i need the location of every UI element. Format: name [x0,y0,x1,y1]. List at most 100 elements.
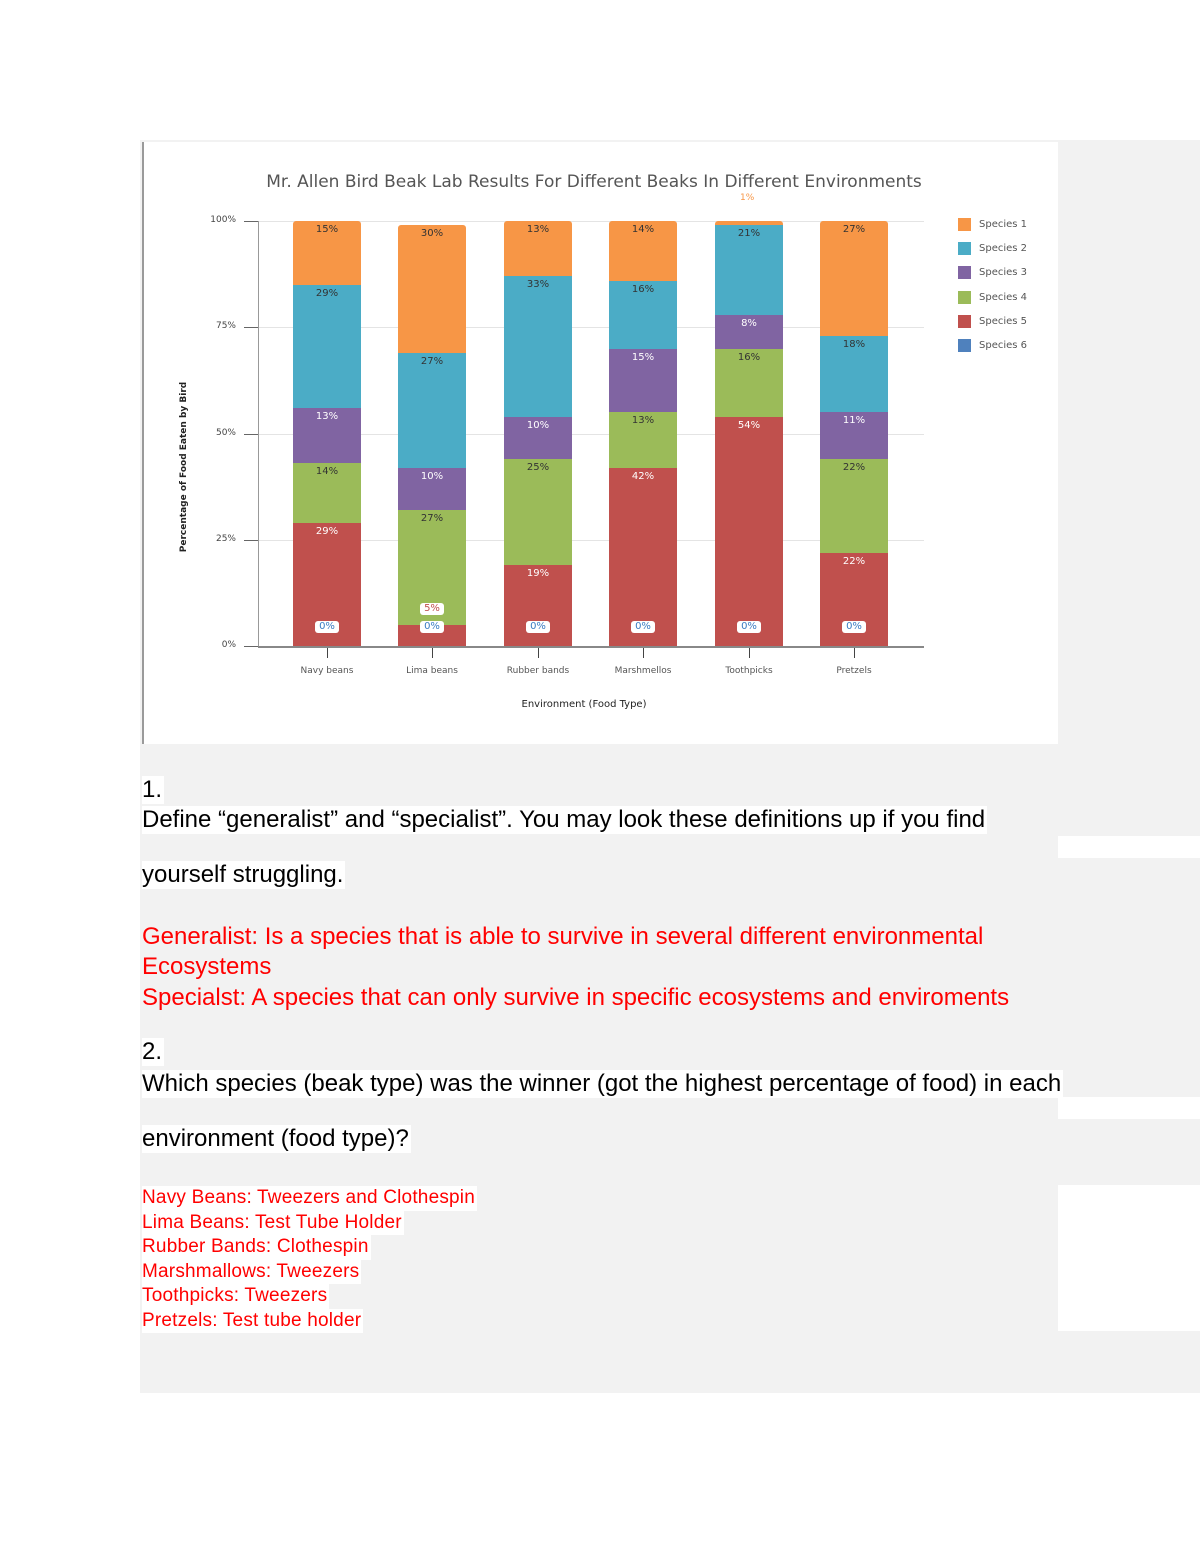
x-category-label: Pretzels [836,666,872,676]
bar-segment-species-5 [398,624,466,646]
legend-swatch [958,241,971,255]
bar-pretzels: 22% 22% 11% 18% 27% 0% [820,221,888,646]
bar-segment-species-4: 22% [820,459,888,553]
legend-label: Species 4 [979,291,1028,303]
q1-answer-specialist: Specialst: A species that can only survi… [142,984,1010,1011]
q1-answer-generalist-line1: Generalist: Is a species that is able to… [142,923,984,950]
species5-five-label: 5% [420,603,444,615]
white-patch [1058,1097,1200,1119]
bar-segment-label: 29% [315,525,339,537]
legend-swatch [958,290,971,304]
y-tick-label: 25% [215,533,236,544]
bar-segment-label: 29% [315,287,339,299]
bar-segment-label: 16% [737,351,761,363]
x-tick-mark [432,648,433,658]
q1-answer-generalist-line2: Ecosystems [142,953,272,980]
y-tick-label: 50% [215,427,236,438]
q2-answer-pretzels: Pretzels: Test tube holder [142,1308,364,1333]
y-tick-mark [244,646,258,647]
gridline [258,539,924,541]
bar-segment-label: 30% [420,228,444,240]
bar-segment-species-1 [715,221,783,226]
bar-segment-label: 16% [631,283,655,295]
bar-segment-species-1: 30% [398,225,466,353]
legend-item: Species 1 [958,212,1027,236]
bar-segment-label: 10% [420,470,444,482]
x-category-label: Lima beans [406,666,458,676]
white-patch [1058,836,1200,858]
legend-swatch [958,217,971,231]
q2-answer-rubber-bands: Rubber Bands: Clothespin [142,1235,371,1260]
y-tick-mark [244,539,258,541]
bar-segment-label: 22% [842,555,866,567]
bar-segment-species-4: 16% [715,348,783,417]
x-category-label: Marshmellos [614,666,672,676]
bar-segment-species-5: 42% [609,467,677,646]
bar-segment-species-3: 15% [609,348,677,413]
legend-item: Species 2 [958,236,1027,260]
bar-lima-beans: 27% 10% 27% 30% 0% 5% [398,221,466,646]
bar-segment-species-2: 16% [609,280,677,349]
bar-marshmellos: 42% 13% 15% 16% 14% 0% [609,221,677,646]
bar-segment-species-4: 14% [293,463,361,523]
y-axis-label: Percentage of Food Eaten by Bird [179,381,189,553]
gridline [258,433,924,435]
gridline [258,221,924,222]
bar-segment-label: 54% [737,419,761,431]
species6-zero-label: 0% [420,621,444,633]
legend-item: Species 6 [958,333,1027,357]
bar-segment-species-2: 18% [820,335,888,413]
bar-segment-species-4: 13% [609,412,677,468]
x-axis [258,646,924,648]
y-tick-mark [244,327,258,329]
bar-segment-label: 27% [420,355,444,367]
x-tick-mark [643,648,644,658]
y-tick-mark [244,433,258,435]
y-tick-label: 0% [221,640,236,650]
bar-segment-species-2: 33% [504,276,572,417]
y-axis [258,221,259,646]
bar-segment-label: 10% [526,419,550,431]
q2-answers-list: Navy Beans: Tweezers and Clothespin Lima… [142,1186,477,1333]
bar-rubber-bands: 19% 25% 10% 33% 13% 0% [504,221,572,646]
bar-segment-species-1: 27% [820,221,888,336]
white-patch [1058,1185,1200,1331]
q2-prompt-line2: environment (food type)? [142,1125,411,1153]
q2-answer-marshmallows: Marshmallows: Tweezers [142,1259,362,1284]
bar-segment-species-4: 25% [504,459,572,566]
x-category-label: Navy beans [300,666,354,676]
bar-segment-label: 13% [526,224,550,235]
bar-segment-species-1: 15% [293,221,361,285]
bar-segment-label: 33% [526,279,550,291]
bar-segment-label: 27% [420,513,444,524]
y-tick-label: 100% [210,215,236,225]
y-tick-mark [244,221,258,222]
bar-segment-label: 13% [315,411,339,422]
x-axis-label: Environment (Food Type) [521,699,647,710]
legend-label: Species 1 [979,218,1028,230]
x-category-label: Toothpicks [725,666,773,676]
bar-segment-species-3: 10% [398,467,466,510]
y-tick-label: 75% [215,321,236,332]
bar-chart: Mr. Allen Bird Beak Lab Results For Diff… [142,142,1058,744]
q1-prompt-line1: Define “generalist” and “specialist”. Yo… [142,806,988,834]
gridline [258,327,924,329]
legend-swatch [958,266,971,280]
legend-item: Species 4 [958,285,1027,309]
q2-prompt-line1: Which species (beak type) was the winner… [142,1070,1064,1098]
bar-segment-species-3: 13% [293,408,361,464]
bar-segment-label: 18% [842,338,866,350]
bar-segment-label: 14% [315,466,339,478]
species6-zero-label: 0% [526,621,550,633]
bar-segment-species-3: 10% [504,416,572,459]
bar-segment-label: 11% [842,415,866,427]
bar-segment-species-2: 29% [293,284,361,408]
bar-segment-label: 13% [631,415,655,427]
x-tick-mark [327,648,328,658]
q1-number: 1. [142,776,165,804]
legend-item: Species 5 [958,309,1027,333]
bar-segment-label: 15% [631,351,655,363]
legend-label: Species 2 [979,242,1028,254]
bar-segment-species-3: 8% [715,314,783,349]
species6-zero-label: 0% [315,621,339,633]
